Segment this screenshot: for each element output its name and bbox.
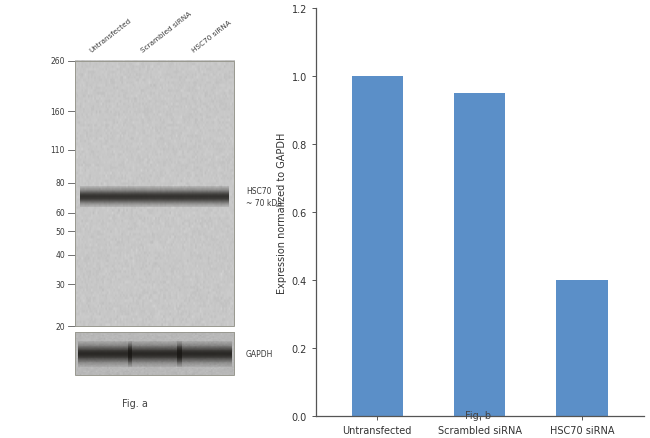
Text: 50: 50 bbox=[55, 227, 65, 237]
Bar bbox=[556, 280, 608, 416]
Text: Fig. a: Fig. a bbox=[122, 398, 148, 408]
Text: 110: 110 bbox=[51, 146, 65, 155]
Text: Fig. b: Fig. b bbox=[465, 410, 491, 420]
Text: 60: 60 bbox=[55, 208, 65, 218]
Bar bbox=[454, 94, 505, 416]
Text: HSC70 siRNA: HSC70 siRNA bbox=[191, 19, 232, 53]
Text: Untransfected: Untransfected bbox=[88, 18, 133, 53]
Text: 160: 160 bbox=[51, 107, 65, 117]
Text: 40: 40 bbox=[55, 251, 65, 259]
Text: 80: 80 bbox=[55, 179, 65, 188]
Text: GAPDH: GAPDH bbox=[246, 350, 273, 358]
Bar bbox=[352, 77, 403, 416]
Text: Scrambled siRNA: Scrambled siRNA bbox=[140, 11, 192, 53]
Text: 20: 20 bbox=[55, 322, 65, 331]
Text: HSC70
~ 70 kDa: HSC70 ~ 70 kDa bbox=[246, 187, 282, 208]
Y-axis label: Expression normalized to GAPDH: Expression normalized to GAPDH bbox=[278, 132, 287, 293]
Bar bbox=[75, 62, 235, 326]
Bar bbox=[75, 332, 235, 375]
Text: 260: 260 bbox=[51, 57, 65, 66]
Text: 30: 30 bbox=[55, 280, 65, 289]
